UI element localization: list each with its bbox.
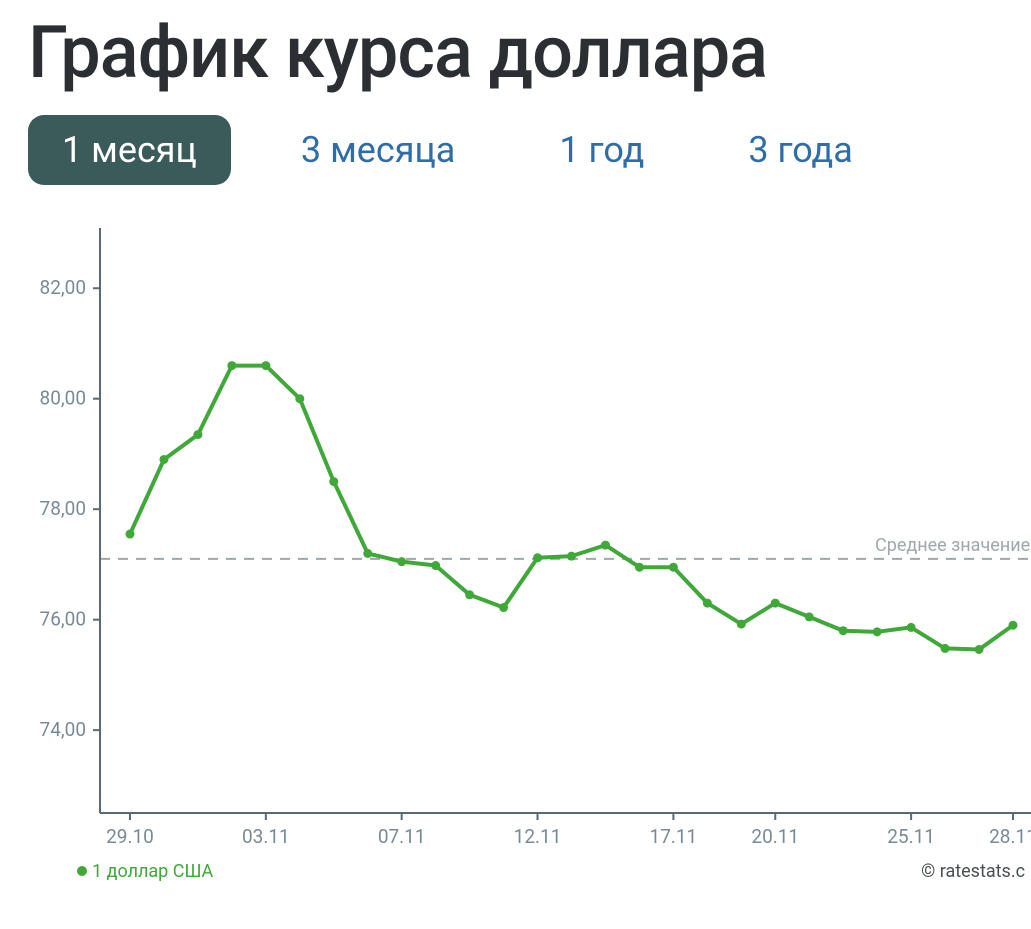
page-title: График курса доллара	[28, 10, 1031, 95]
svg-text:74,00: 74,00	[40, 718, 86, 741]
svg-text:Среднее значение: 77,: Среднее значение: 77,	[875, 535, 1031, 556]
svg-text:25.11: 25.11	[887, 825, 935, 848]
svg-text:© ratestats.c: © ratestats.c	[921, 861, 1025, 882]
exchange-rate-chart: 74,00 76,00 78,00 80,00 82,00 Среднее значени…	[0, 213, 1031, 893]
svg-text:80,00: 80,00	[40, 387, 86, 410]
svg-text:28.11: 28.11	[989, 825, 1031, 848]
svg-text:03.11: 03.11	[242, 825, 290, 848]
svg-text:78,00: 78,00	[40, 497, 86, 520]
svg-text:07.11: 07.11	[378, 825, 426, 848]
tab-1-year[interactable]: 1 год	[525, 115, 678, 185]
svg-text:76,00: 76,00	[40, 608, 86, 631]
time-range-tabs: 1 месяц 3 месяца 1 год 3 года	[28, 115, 1031, 185]
svg-text:12.11: 12.11	[514, 825, 562, 848]
tab-3-months[interactable]: 3 месяца	[267, 115, 489, 185]
svg-text:1 доллар США: 1 доллар США	[92, 861, 214, 882]
svg-text:29.10: 29.10	[106, 825, 154, 848]
tab-1-month[interactable]: 1 месяц	[28, 115, 231, 185]
svg-text:20.11: 20.11	[751, 825, 799, 848]
svg-text:82,00: 82,00	[40, 276, 86, 299]
tab-3-years[interactable]: 3 года	[714, 115, 887, 185]
svg-text:17.11: 17.11	[650, 825, 698, 848]
